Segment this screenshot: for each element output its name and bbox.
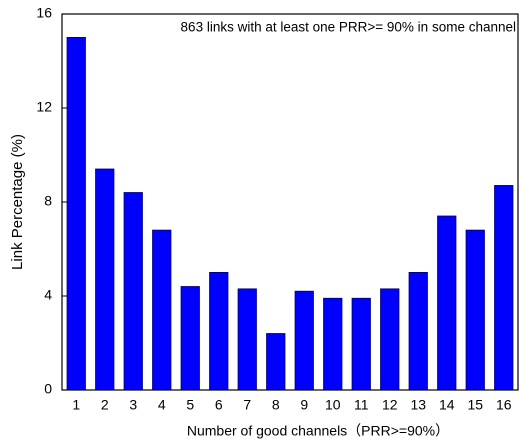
x-tick-label: 16 [496, 397, 512, 413]
bar [437, 215, 457, 391]
x-tick-label: 3 [129, 397, 137, 413]
y-tick-label: 16 [36, 5, 52, 21]
y-tick-label: 8 [44, 193, 52, 209]
x-tick-label: 14 [439, 397, 455, 413]
x-tick-label: 7 [243, 397, 251, 413]
bar [237, 288, 257, 391]
annotation: 863 links with at least one PRR>= 90% in… [181, 20, 516, 35]
x-tick-label: 4 [158, 397, 166, 413]
bar [123, 192, 143, 391]
x-tick-label: 6 [215, 397, 223, 413]
x-tick-label: 1 [72, 397, 80, 413]
bar [95, 168, 115, 391]
x-tick-label: 12 [382, 397, 398, 413]
bar [465, 229, 485, 391]
bar [209, 272, 229, 391]
x-tick-label: 10 [325, 397, 341, 413]
plot-frame [61, 13, 519, 391]
bar [351, 297, 371, 391]
bar [180, 286, 200, 391]
x-tick-label: 5 [186, 397, 194, 413]
x-tick-label: 9 [300, 397, 308, 413]
y-tick-label: 12 [36, 99, 52, 115]
x-axis-label: Number of good channels（PRR>=90%） [187, 423, 449, 439]
y-tick-label: 0 [44, 381, 52, 397]
bar [294, 290, 314, 391]
x-tick-label: 13 [410, 397, 426, 413]
bar [408, 272, 428, 391]
bar [266, 333, 286, 391]
x-tick-label: 11 [354, 397, 369, 413]
x-tick-label: 8 [272, 397, 280, 413]
bar [323, 297, 343, 391]
y-tick-label: 4 [44, 287, 52, 303]
y-axis-label: Link Percentage (%) [9, 134, 26, 270]
bar [66, 37, 86, 391]
x-tick-label: 2 [101, 397, 109, 413]
bar [380, 288, 400, 391]
bar [494, 185, 514, 391]
x-tick-label: 15 [467, 397, 483, 413]
bar [152, 229, 172, 391]
